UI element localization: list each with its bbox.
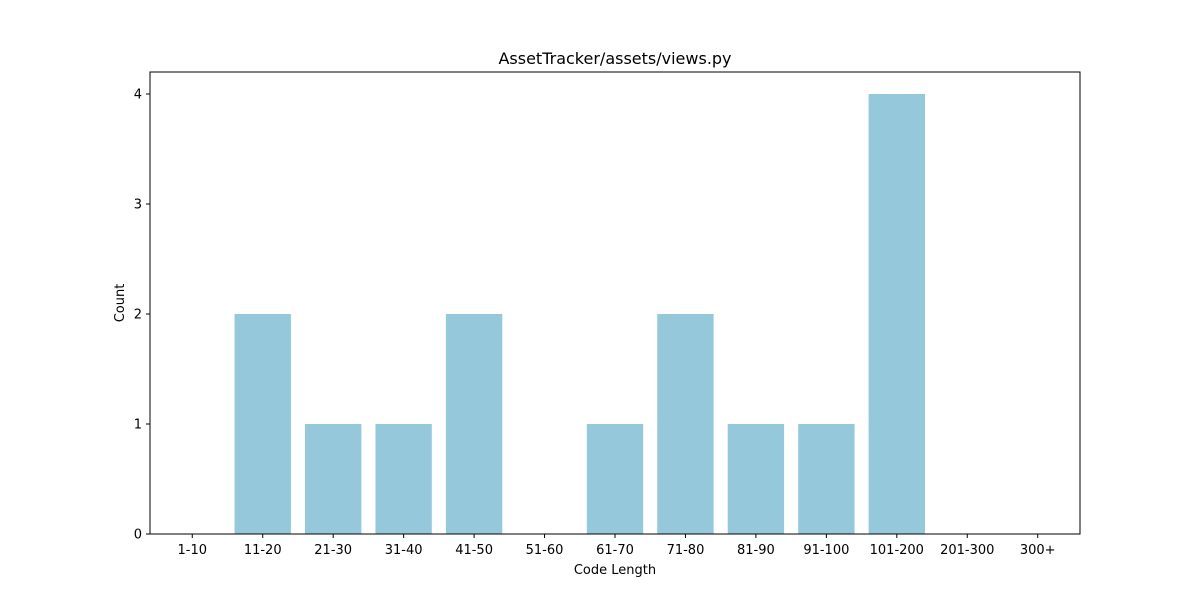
bar-61-70 <box>586 424 644 534</box>
bars-layer <box>234 94 925 534</box>
x-tick-label: 21-30 <box>314 543 352 558</box>
y-tick-label: 4 <box>134 88 142 103</box>
y-tick-label: 3 <box>134 198 142 213</box>
y-tick-label: 1 <box>134 418 142 433</box>
x-tick-label: 300+ <box>1020 543 1056 558</box>
x-tick-label: 1-10 <box>178 543 208 558</box>
bar-11-20 <box>234 314 291 534</box>
bar-101-200 <box>868 94 925 534</box>
x-tick-label: 201-300 <box>940 543 994 558</box>
bar-41-50 <box>445 314 503 534</box>
x-tick-label: 51-60 <box>526 543 564 558</box>
x-tick-label: 31-40 <box>385 543 423 558</box>
x-tick-label: 41-50 <box>455 543 493 558</box>
bar-91-100 <box>798 424 855 534</box>
bar-71-80 <box>657 314 714 534</box>
y-tick-label: 2 <box>134 308 142 323</box>
x-tick-label: 101-200 <box>870 543 924 558</box>
bar-31-40 <box>375 424 432 534</box>
x-axis: 1-10 11-20 21-30 31-40 41-50 51-60 61-70 71-80 8… <box>178 534 1056 558</box>
y-tick-label: 0 <box>134 528 142 543</box>
y-axis-title: Count <box>113 284 128 323</box>
x-axis-title: Code Length <box>574 563 656 578</box>
bar-81-90 <box>727 424 785 534</box>
x-tick-label: 81-90 <box>737 543 775 558</box>
x-tick-label: 61-70 <box>596 543 634 558</box>
x-tick-label: 71-80 <box>667 543 705 558</box>
chart-title: AssetTracker/assets/views.py <box>498 49 731 68</box>
y-axis: 0 1 2 3 4 <box>134 88 150 543</box>
bar-21-30 <box>305 424 362 534</box>
x-tick-label: 11-20 <box>244 543 282 558</box>
x-tick-label: 91-100 <box>803 543 849 558</box>
